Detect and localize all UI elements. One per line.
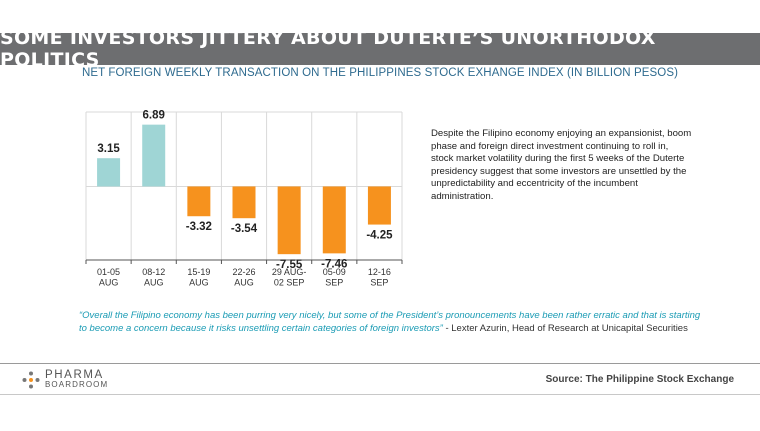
footer [0,364,760,394]
footer-divider [0,363,760,364]
page-title: SOME INVESTORS JITTERY ABOUT DUTERTE’S U… [0,27,656,71]
title-bar: SOME INVESTORS JITTERY ABOUT DUTERTE’S U… [0,27,760,71]
bar [187,186,211,217]
bar-value-label: 6.89 [143,110,165,122]
x-tick-label: 08-12 [142,267,165,277]
logo-line-2: BOARDROOM [45,380,109,389]
dots-logo-icon [22,371,40,389]
x-tick-label: AUG [234,278,254,288]
x-tick-label: SEP [325,278,343,288]
x-tick-label: 29 AUG- [272,267,307,277]
x-tick-label: 22-26 [232,267,255,277]
x-tick-label: 01-05 [97,267,120,277]
bar [142,124,166,187]
bar-value-label: -3.32 [186,221,212,233]
quote-block: “Overall the Filipino economy has been p… [79,310,709,335]
bar [97,158,121,187]
bar-value-label: -7.46 [321,258,347,270]
footer-bottom-divider [0,394,760,395]
source-note: Source: The Philippine Stock Exchange [545,374,734,385]
x-tick-label: 15-19 [187,267,210,277]
logo-text: PHARMA BOARDROOM [45,369,109,390]
chart-grid [85,111,403,264]
bar-value-label: -3.54 [231,223,258,235]
bar [322,186,346,254]
logo-line-1: PHARMA [45,369,104,381]
x-tick-label: AUG [99,278,119,288]
x-tick-label: 02 SEP [274,278,305,288]
bar-value-label: -4.25 [366,230,393,242]
quote-text: “Overall the Filipino economy has been p… [79,310,701,334]
x-tick-label: 05-09 [323,267,346,277]
bar-value-label: -7.55 [276,259,303,271]
quote-attribution: - Lexter Azurin, Head of Research at Uni… [442,322,688,334]
bar [277,186,301,255]
x-tick-label: 12-16 [368,267,391,277]
x-tick-label: AUG [144,278,164,288]
bar [232,186,256,219]
pharma-boardroom-logo: PHARMA BOARDROOM [22,368,108,392]
x-tick-label: AUG [189,278,209,288]
bar-value-label: 3.15 [97,143,120,155]
description-text: Despite the Filipino economy enjoying an… [431,128,692,202]
chart-bars [97,124,391,255]
chart-subtitle: NET FOREIGN WEEKLY TRANSACTION ON THE PH… [81,67,679,79]
x-tick-label: SEP [370,278,388,288]
chart-value-labels: 3.15 6.89 -3.32 -3.54 -7.55 -7.46 -4.25 [97,110,393,272]
bar [367,186,391,225]
